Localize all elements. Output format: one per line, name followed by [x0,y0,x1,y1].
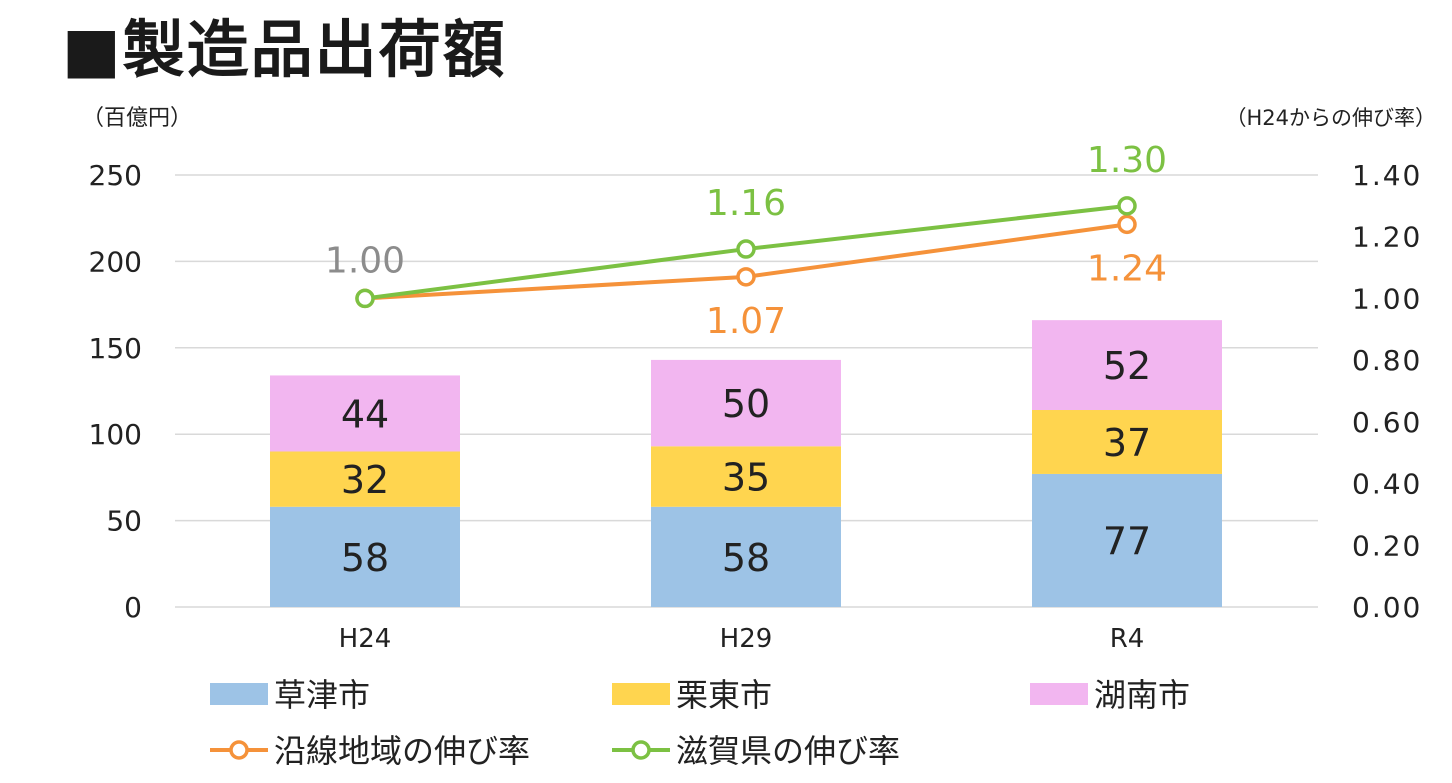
bar-segment [651,359,841,447]
bar-segment [270,451,460,507]
line-marker [736,267,756,287]
legend-swatch [612,683,670,705]
legend-label: 沿線地域の伸び率 [274,732,530,770]
bar-data-label: 37 [1103,421,1151,465]
right-tick-label: 1.20 [1352,221,1422,254]
legend-label: 栗東市 [676,676,772,714]
line-data-label: 1.07 [706,301,786,342]
legend-swatch [210,683,268,705]
right-tick-label: 1.40 [1352,159,1422,192]
right-tick-label: 0.40 [1352,468,1422,501]
lines: 1.00 1.07 1.24 1.16 1.30 [325,140,1167,342]
line-data-label: 1.00 [325,240,405,281]
category-label: H24 [339,624,392,654]
legend-label: 湖南市 [1094,676,1190,714]
legend-label: 草津市 [274,676,370,714]
bar-data-label: 35 [722,456,770,500]
bar-segment [1032,473,1222,607]
bars: 58 32 44 58 35 50 77 37 52 [270,320,1222,607]
left-tick-label: 200 [89,245,142,278]
legend-swatch [1030,683,1088,705]
bar-data-label: 44 [341,392,389,436]
left-tick-label: 0 [124,591,142,624]
left-tick-label: 250 [89,159,142,192]
line-data-label: 1.24 [1087,248,1167,289]
line-data-label: 1.16 [706,183,786,224]
bar-segment [270,506,460,607]
axes: 0501001502002500.000.200.400.600.801.001… [82,106,1436,654]
bar-segment [1032,320,1222,411]
bar-data-label: 58 [341,536,389,580]
left-axis-label: （百億円） [82,106,192,131]
right-tick-label: 0.00 [1352,591,1422,624]
category-label: H29 [720,624,773,654]
right-tick-label: 0.60 [1352,406,1422,439]
bar-segment [1032,410,1222,474]
line-marker [1117,196,1137,216]
bar-data-label: 32 [341,458,389,502]
right-tick-label: 0.80 [1352,344,1422,377]
bar-segment [651,506,841,607]
left-tick-label: 150 [89,332,142,365]
bar-data-label: 58 [722,536,770,580]
left-tick-label: 50 [106,505,142,538]
legend-marker [229,740,249,760]
line-marker [1117,214,1137,235]
bar-data-label: 50 [722,382,770,426]
bar-data-label: 52 [1103,344,1151,388]
legend-label: 滋賀県の伸び率 [676,732,900,770]
chart-title: ■製造品出荷額 [62,13,507,86]
right-axis-label: （H24からの伸び率） [1225,106,1436,130]
bar-segment [651,446,841,507]
left-tick-label: 100 [89,418,142,451]
line-marker [355,288,375,309]
right-tick-label: 1.00 [1352,282,1422,315]
right-tick-label: 0.20 [1352,529,1422,562]
category-label: R4 [1110,624,1145,654]
bar-segment [270,375,460,452]
bar-data-label: 77 [1103,519,1151,563]
line-data-label: 1.30 [1087,140,1167,181]
line-marker [736,239,756,259]
legend-marker [631,740,651,760]
